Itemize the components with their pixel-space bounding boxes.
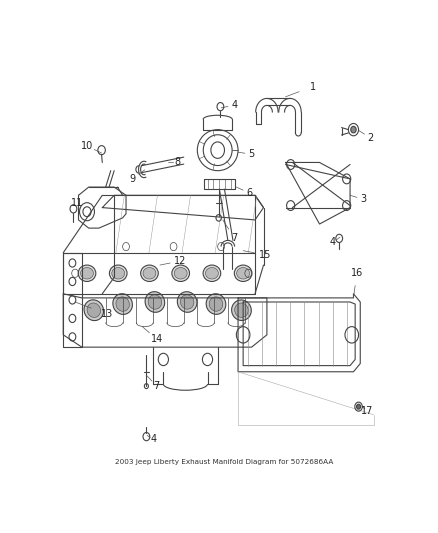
Ellipse shape [145, 292, 165, 312]
Circle shape [357, 404, 360, 409]
Text: 9: 9 [130, 174, 136, 184]
Text: 5: 5 [248, 149, 255, 159]
Ellipse shape [112, 268, 125, 279]
Ellipse shape [177, 292, 197, 312]
Text: 2003 Jeep Liberty Exhaust Manifold Diagram for 5072686AA: 2003 Jeep Liberty Exhaust Manifold Diagr… [115, 459, 334, 465]
Text: 8: 8 [174, 157, 180, 167]
Ellipse shape [113, 294, 132, 314]
Text: 7: 7 [153, 381, 160, 391]
Ellipse shape [174, 268, 187, 279]
Text: 15: 15 [259, 250, 272, 260]
Text: 14: 14 [151, 334, 162, 344]
Ellipse shape [84, 300, 103, 320]
Ellipse shape [209, 297, 223, 311]
Text: 10: 10 [81, 141, 93, 151]
Ellipse shape [148, 295, 162, 309]
Circle shape [351, 126, 356, 133]
Ellipse shape [237, 268, 250, 279]
Text: 4: 4 [330, 238, 336, 247]
Ellipse shape [81, 268, 93, 279]
Text: 4: 4 [150, 434, 156, 445]
Ellipse shape [143, 268, 156, 279]
Ellipse shape [141, 265, 158, 281]
Text: 11: 11 [71, 198, 83, 208]
Ellipse shape [172, 265, 190, 281]
Ellipse shape [78, 265, 96, 281]
Text: 17: 17 [361, 406, 373, 416]
Text: 7: 7 [232, 233, 238, 244]
Ellipse shape [203, 265, 221, 281]
Text: 13: 13 [101, 309, 113, 319]
Ellipse shape [110, 265, 127, 281]
Text: 1: 1 [310, 82, 316, 92]
Ellipse shape [87, 303, 101, 318]
Ellipse shape [206, 294, 226, 314]
Ellipse shape [180, 295, 194, 309]
Ellipse shape [235, 303, 248, 317]
Ellipse shape [205, 268, 219, 279]
Text: 16: 16 [351, 268, 363, 278]
Text: 6: 6 [247, 188, 253, 198]
Text: 12: 12 [174, 256, 187, 266]
Ellipse shape [234, 265, 252, 281]
Ellipse shape [116, 297, 129, 311]
Text: 4: 4 [232, 100, 238, 110]
Ellipse shape [232, 300, 251, 320]
Text: 3: 3 [360, 195, 367, 204]
Text: 2: 2 [367, 133, 374, 143]
